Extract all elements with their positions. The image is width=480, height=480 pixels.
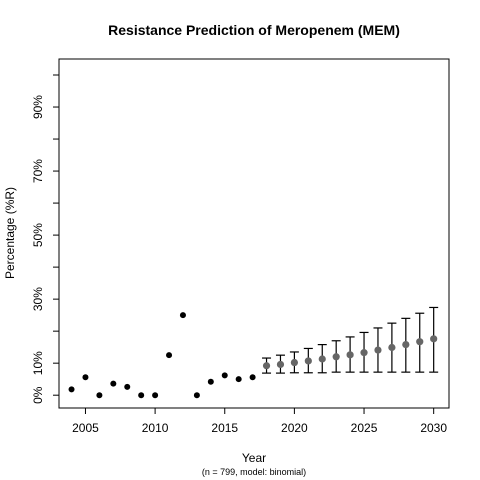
- y-tick-label: 30%: [31, 287, 45, 311]
- predicted-point: [374, 346, 382, 354]
- chart-caption: (n = 799, model: binomial): [202, 467, 306, 477]
- observed-point: [249, 374, 256, 381]
- observed-point: [110, 380, 117, 387]
- observed-point: [193, 392, 200, 399]
- predicted-point: [262, 362, 271, 370]
- predicted-point: [430, 335, 438, 343]
- y-tick-label: 50%: [31, 223, 45, 247]
- error-bars: [262, 306, 439, 374]
- observed-point: [124, 383, 131, 390]
- predicted-point: [332, 353, 340, 361]
- predicted-point: [388, 343, 396, 352]
- predicted-point: [402, 341, 410, 349]
- observed-point: [68, 386, 75, 393]
- predicted-point: [346, 351, 354, 359]
- y-tick-label: 0%: [31, 386, 45, 404]
- predicted-point: [276, 360, 285, 369]
- x-tick-label: 2025: [351, 421, 378, 435]
- predicted-point: [416, 338, 424, 346]
- predicted-point: [290, 358, 298, 367]
- observed-point: [82, 374, 89, 381]
- x-tick-label: 2010: [142, 421, 169, 435]
- chart-title: Resistance Prediction of Meropenem (MEM): [108, 22, 400, 38]
- x-axis-label: Year: [242, 451, 266, 465]
- observed-point: [96, 392, 103, 399]
- observed-point: [235, 376, 242, 383]
- x-axis: 2005 2010 2015 2020 2025 2030: [72, 408, 447, 435]
- observed-point: [207, 378, 214, 385]
- observed-point: [179, 312, 186, 319]
- observed-point: [166, 352, 173, 359]
- observed-point: [138, 392, 145, 399]
- x-tick-label: 2030: [420, 421, 447, 435]
- x-tick-label: 2005: [72, 421, 99, 435]
- predicted-point: [318, 355, 326, 363]
- y-tick-label: 10%: [31, 351, 45, 375]
- predicted-point: [304, 357, 312, 365]
- y-axis-label: Percentage (%R): [3, 187, 17, 279]
- predicted-point: [360, 349, 368, 357]
- y-axis: 0% 10% 30% 50% 70% 90%: [31, 74, 59, 404]
- plot-area: [58, 58, 450, 409]
- x-tick-label: 2015: [211, 421, 238, 435]
- y-tick-label: 70%: [31, 159, 45, 183]
- y-tick-label: 90%: [31, 95, 45, 119]
- x-tick-label: 2020: [281, 421, 308, 435]
- observed-point: [152, 392, 159, 399]
- observed-point: [221, 372, 228, 379]
- data-points: [68, 312, 438, 399]
